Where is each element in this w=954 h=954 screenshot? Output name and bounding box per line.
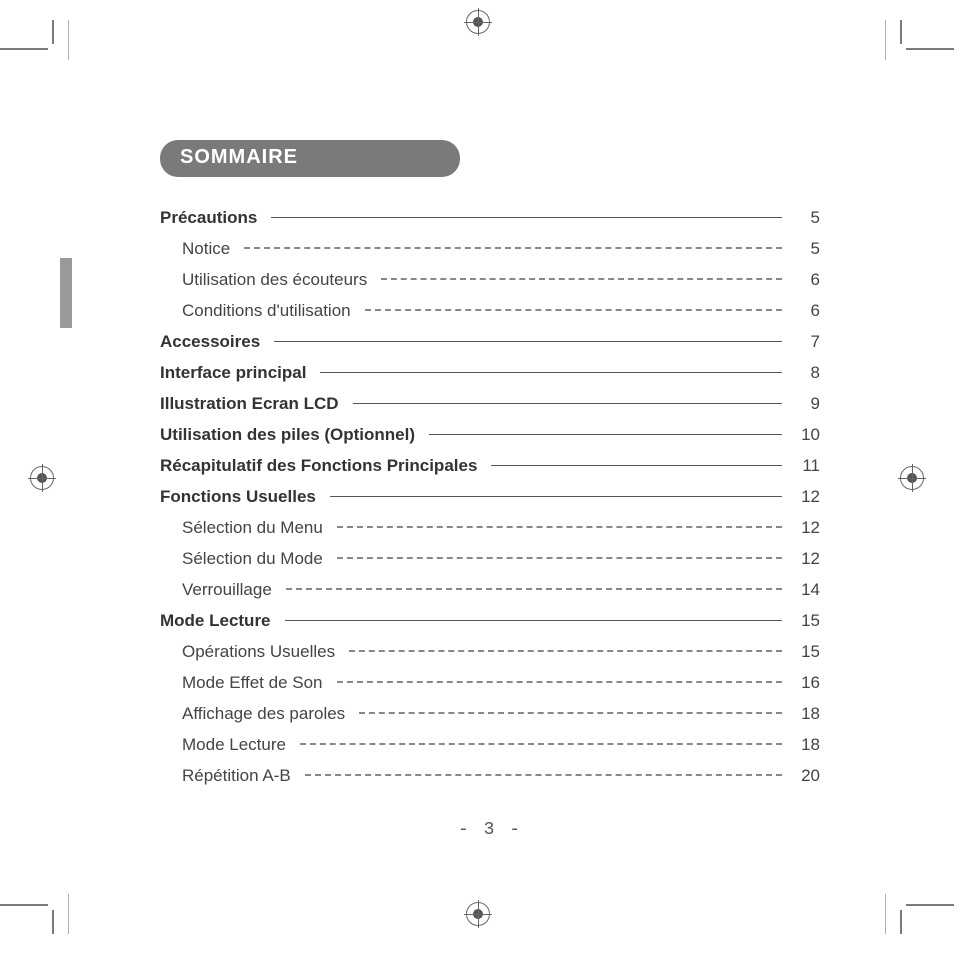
registration-mark-icon [900, 466, 924, 490]
toc-label: Conditions d'utilisation [182, 302, 359, 319]
toc-row: Fonctions Usuelles 12 [160, 488, 820, 505]
toc-row: Précautions 5 [160, 209, 820, 226]
toc-leader [381, 278, 782, 280]
crop-mark [0, 874, 60, 934]
toc-row: Récapitulatif des Fonctions Principales 1… [160, 457, 820, 474]
page-number: - 3 - [160, 820, 820, 840]
toc-label: Sélection du Mode [182, 550, 331, 567]
toc-page: 12 [788, 488, 820, 505]
table-of-contents: Précautions 5 Notice 5 Utilisation des écout… [160, 209, 820, 784]
toc-label: Répétition A-B [182, 767, 299, 784]
toc-row: Répétition A-B 20 [160, 767, 820, 784]
page-edge-tab [60, 258, 72, 328]
toc-page: 14 [788, 581, 820, 598]
toc-row: Mode Lecture 18 [160, 736, 820, 753]
toc-row: Mode Lecture 15 [160, 612, 820, 629]
toc-label: Illustration Ecran LCD [160, 395, 347, 412]
toc-leader [429, 434, 782, 435]
page-content: SOMMAIRE Précautions 5 Notice 5 Utilisation … [160, 140, 820, 840]
toc-page: 20 [788, 767, 820, 784]
toc-row: Affichage des paroles 18 [160, 705, 820, 722]
toc-page: 5 [788, 209, 820, 226]
registration-mark-icon [466, 902, 490, 926]
registration-mark-icon [30, 466, 54, 490]
toc-label: Mode Lecture [182, 736, 294, 753]
toc-row: Illustration Ecran LCD 9 [160, 395, 820, 412]
toc-leader [286, 588, 782, 590]
toc-label: Sélection du Menu [182, 519, 331, 536]
toc-leader [349, 650, 782, 652]
toc-page: 5 [788, 240, 820, 257]
toc-row: Conditions d'utilisation 6 [160, 302, 820, 319]
toc-row: Interface principal 8 [160, 364, 820, 381]
toc-page: 9 [788, 395, 820, 412]
toc-leader [365, 309, 782, 311]
toc-page: 18 [788, 736, 820, 753]
toc-label: Mode Effet de Son [182, 674, 331, 691]
crop-mark [0, 20, 60, 80]
toc-page: 10 [788, 426, 820, 443]
toc-page: 6 [788, 271, 820, 288]
toc-page: 6 [788, 302, 820, 319]
toc-leader [271, 217, 782, 218]
toc-row: Sélection du Mode 12 [160, 550, 820, 567]
toc-row: Accessoires 7 [160, 333, 820, 350]
toc-label: Verrouillage [182, 581, 280, 598]
crop-mark [894, 20, 954, 80]
toc-page: 15 [788, 612, 820, 629]
crop-mark [894, 874, 954, 934]
toc-page: 11 [788, 457, 820, 474]
toc-page: 8 [788, 364, 820, 381]
toc-page: 18 [788, 705, 820, 722]
toc-label: Interface principal [160, 364, 314, 381]
toc-leader [491, 465, 782, 466]
toc-leader [337, 681, 782, 683]
toc-leader [359, 712, 782, 714]
toc-leader [330, 496, 782, 497]
toc-label: Notice [182, 240, 238, 257]
toc-leader [285, 620, 782, 621]
toc-label: Mode Lecture [160, 612, 279, 629]
toc-page: 15 [788, 643, 820, 660]
toc-label: Affichage des paroles [182, 705, 353, 722]
toc-page: 12 [788, 519, 820, 536]
toc-label: Utilisation des piles (Optionnel) [160, 426, 423, 443]
registration-mark-icon [466, 10, 490, 34]
toc-leader [337, 557, 782, 559]
toc-page: 16 [788, 674, 820, 691]
toc-row: Mode Effet de Son 16 [160, 674, 820, 691]
toc-label: Récapitulatif des Fonctions Principales [160, 457, 485, 474]
toc-leader [337, 526, 782, 528]
page-title: SOMMAIRE [160, 140, 460, 177]
toc-leader [305, 774, 782, 776]
toc-leader [274, 341, 782, 342]
toc-row: Utilisation des écouteurs 6 [160, 271, 820, 288]
toc-label: Utilisation des écouteurs [182, 271, 375, 288]
toc-row: Verrouillage 14 [160, 581, 820, 598]
toc-label: Opérations Usuelles [182, 643, 343, 660]
toc-row: Notice 5 [160, 240, 820, 257]
toc-row: Opérations Usuelles 15 [160, 643, 820, 660]
toc-label: Précautions [160, 209, 265, 226]
toc-leader [244, 247, 782, 249]
toc-leader [300, 743, 782, 745]
toc-leader [320, 372, 782, 373]
toc-label: Fonctions Usuelles [160, 488, 324, 505]
toc-page: 12 [788, 550, 820, 567]
toc-page: 7 [788, 333, 820, 350]
toc-row: Sélection du Menu 12 [160, 519, 820, 536]
toc-label: Accessoires [160, 333, 268, 350]
toc-row: Utilisation des piles (Optionnel) 10 [160, 426, 820, 443]
toc-leader [353, 403, 782, 404]
